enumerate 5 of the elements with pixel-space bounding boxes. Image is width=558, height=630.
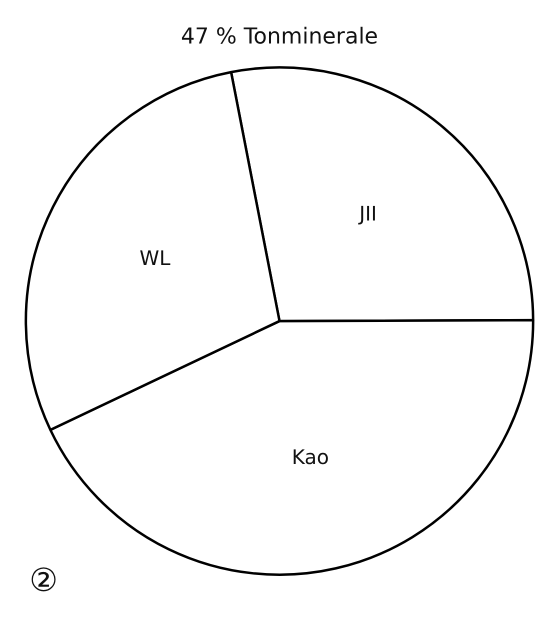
text: ② (29, 560, 58, 599)
slice-label: JII (357, 201, 377, 226)
slice-label: Kao (292, 445, 330, 470)
chart-title: 47 % Tonminerale (180, 24, 378, 50)
slice-label: WL (140, 246, 172, 270)
